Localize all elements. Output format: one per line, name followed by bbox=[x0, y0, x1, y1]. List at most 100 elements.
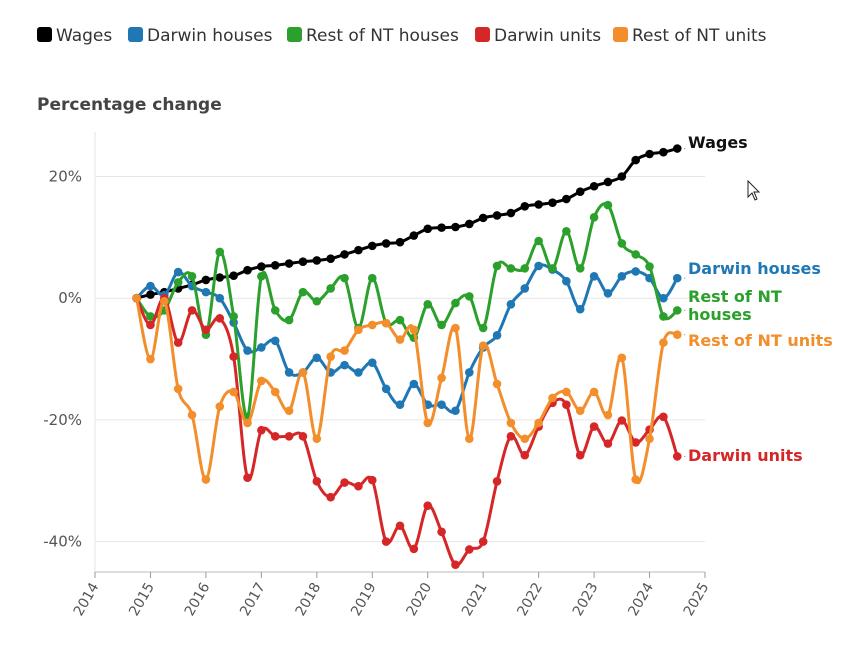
data-point bbox=[367, 475, 377, 485]
data-point bbox=[340, 360, 349, 370]
mouse-cursor-icon bbox=[747, 179, 761, 201]
data-point bbox=[437, 527, 446, 537]
data-point bbox=[645, 262, 654, 271]
data-point bbox=[659, 293, 668, 303]
data-point bbox=[215, 247, 225, 257]
y-axis-title: Percentage change bbox=[37, 95, 222, 115]
data-point bbox=[603, 289, 613, 298]
data-point bbox=[312, 353, 322, 363]
data-point bbox=[603, 177, 613, 187]
data-point bbox=[367, 241, 377, 251]
end-label-2: Rest of NT houses bbox=[684, 287, 782, 324]
data-point bbox=[284, 406, 294, 416]
legend-label: Wages bbox=[56, 26, 112, 46]
data-point bbox=[520, 202, 530, 211]
legend-item-0: Wages bbox=[37, 26, 112, 46]
data-point bbox=[187, 410, 197, 420]
data-point bbox=[492, 261, 502, 271]
gridlines bbox=[95, 176, 705, 543]
data-point bbox=[312, 256, 322, 265]
data-point bbox=[395, 521, 405, 531]
data-point bbox=[492, 331, 502, 340]
data-point bbox=[562, 387, 571, 397]
data-point bbox=[229, 271, 238, 280]
legend-label: Rest of NT units bbox=[632, 26, 767, 46]
data-point bbox=[243, 346, 252, 355]
data-point bbox=[617, 271, 627, 281]
data-point bbox=[631, 267, 640, 276]
data-point bbox=[257, 271, 266, 281]
data-point bbox=[478, 537, 488, 546]
data-point bbox=[257, 376, 266, 386]
y-tick-label: -20% bbox=[43, 411, 82, 429]
data-point bbox=[492, 379, 502, 389]
data-point bbox=[506, 432, 516, 441]
cursor-arrow bbox=[747, 179, 761, 201]
series-4 bbox=[132, 293, 682, 484]
data-point bbox=[354, 325, 363, 335]
data-point bbox=[326, 284, 335, 293]
data-point bbox=[506, 264, 516, 273]
data-point bbox=[617, 239, 627, 248]
legend-swatch bbox=[613, 27, 628, 42]
end-label-4: Rest of NT units bbox=[684, 331, 833, 350]
x-tick-label: 2025 bbox=[681, 580, 713, 619]
data-point bbox=[340, 346, 349, 355]
data-point bbox=[659, 412, 668, 422]
data-point bbox=[492, 477, 502, 486]
end-label-text: Wages bbox=[688, 133, 748, 152]
data-point bbox=[187, 306, 197, 315]
data-point bbox=[257, 343, 266, 352]
data-point bbox=[146, 281, 155, 291]
legend-label: Darwin houses bbox=[147, 26, 273, 46]
data-point bbox=[562, 226, 571, 236]
end-label-0: Wages bbox=[684, 133, 748, 152]
data-point bbox=[548, 393, 557, 403]
data-point bbox=[298, 368, 308, 377]
data-point bbox=[617, 353, 627, 363]
data-point bbox=[465, 434, 474, 444]
end-labels: Wages Darwin houses Rest of NT houses Darwin… bbox=[684, 133, 833, 465]
data-point bbox=[603, 439, 613, 448]
data-point bbox=[506, 418, 516, 428]
data-point bbox=[589, 212, 599, 222]
data-point bbox=[173, 267, 183, 277]
data-point bbox=[354, 368, 363, 377]
x-tick-label: 2019 bbox=[348, 580, 380, 619]
end-label-text: Darwin units bbox=[688, 446, 803, 465]
data-point bbox=[395, 335, 405, 344]
data-point bbox=[243, 473, 252, 482]
legend-swatch bbox=[37, 27, 52, 42]
data-point bbox=[340, 478, 349, 487]
data-point bbox=[409, 325, 419, 335]
legend-label: Darwin units bbox=[494, 26, 601, 46]
series-line bbox=[135, 296, 679, 567]
y-tick-label: 20% bbox=[49, 168, 82, 186]
data-point bbox=[270, 336, 280, 346]
data-point bbox=[409, 379, 419, 389]
data-point bbox=[367, 320, 377, 330]
x-tick-label: 2020 bbox=[404, 580, 436, 619]
data-point bbox=[187, 271, 197, 281]
data-point bbox=[672, 144, 682, 153]
data-point bbox=[589, 387, 599, 397]
data-point bbox=[229, 352, 238, 361]
data-point bbox=[409, 231, 419, 240]
data-point bbox=[395, 237, 405, 247]
legend-item-2: Rest of NT houses bbox=[287, 26, 459, 46]
x-tick-label: 2014 bbox=[71, 580, 103, 619]
data-point bbox=[465, 545, 474, 554]
x-tick-label: 2021 bbox=[459, 580, 491, 619]
data-point bbox=[367, 273, 377, 283]
data-point bbox=[298, 287, 308, 297]
data-point bbox=[548, 264, 557, 273]
end-label-1: Darwin houses bbox=[684, 259, 821, 279]
data-point bbox=[423, 501, 433, 510]
data-point bbox=[631, 438, 640, 447]
data-point bbox=[215, 402, 225, 411]
data-point bbox=[381, 318, 391, 328]
data-point bbox=[451, 406, 460, 416]
data-point bbox=[451, 560, 460, 569]
data-point bbox=[257, 262, 266, 271]
data-point bbox=[645, 434, 654, 444]
